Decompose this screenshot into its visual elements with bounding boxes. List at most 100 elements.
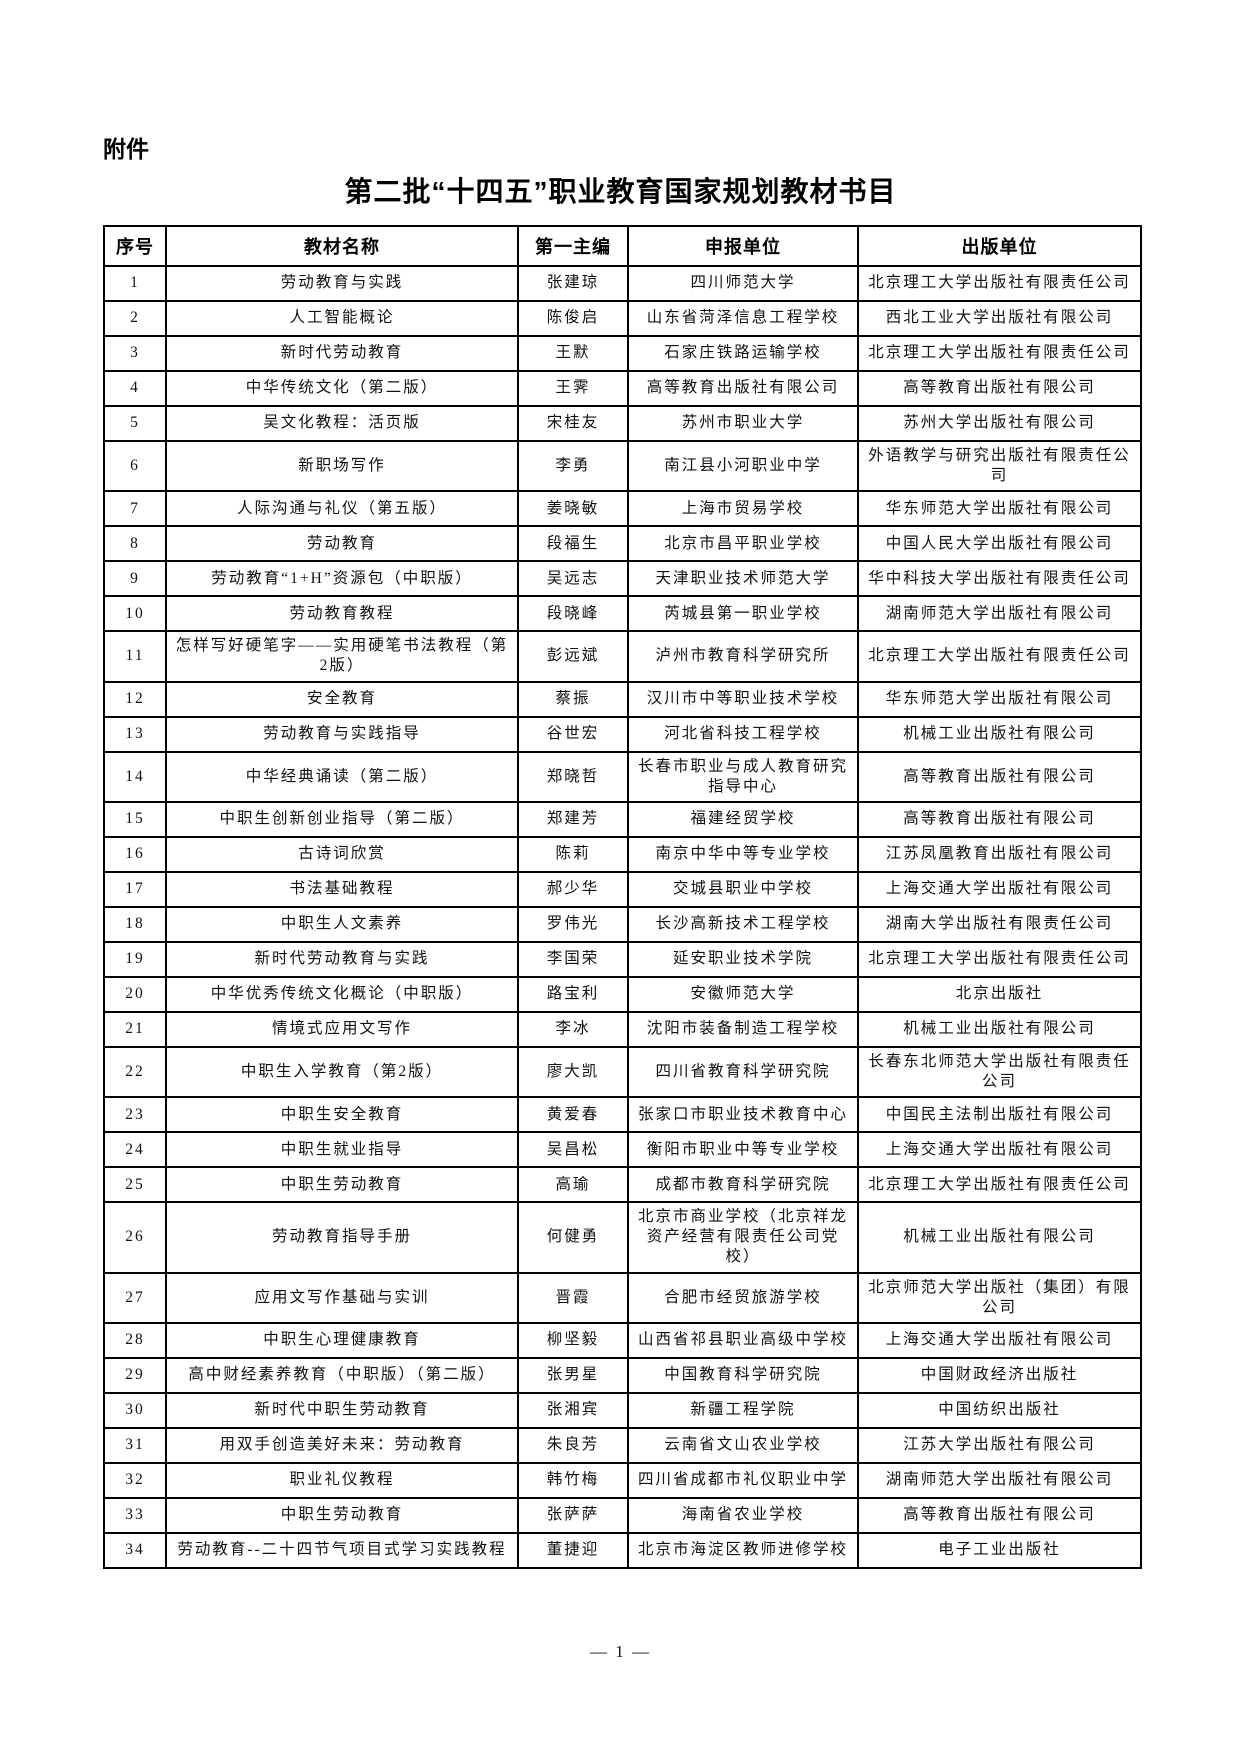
cell-no: 34: [103, 1531, 167, 1569]
cell-publisher: 机械工业出版社有限公司: [857, 1201, 1142, 1274]
cell-name: 安全教育: [165, 680, 519, 718]
cell-publisher: 上海交通大学出版社有限公司: [857, 870, 1142, 908]
cell-editor: 陈俊启: [517, 300, 629, 337]
cell-publisher: 湖南大学出版社有限责任公司: [857, 905, 1142, 943]
table-row: 28 中职生心理健康教育 柳坚毅 山西省祁县职业高级中学校 上海交通大学出版社有限公司: [103, 1321, 1142, 1359]
cell-name: 中华经典诵读（第二版）: [165, 750, 519, 803]
cell-name: 中职生心理健康教育: [165, 1321, 519, 1359]
cell-applicant: 山西省祁县职业高级中学校: [627, 1321, 859, 1359]
cell-no: 2: [103, 300, 167, 337]
cell-editor: 高瑜: [517, 1166, 629, 1204]
cell-editor: 罗伟光: [517, 905, 629, 943]
cell-publisher: 华东师范大学出版社有限公司: [857, 490, 1142, 528]
cell-editor: 吴昌松: [517, 1131, 629, 1169]
cell-publisher: 机械工业出版社有限公司: [857, 715, 1142, 753]
column-header-name: 教材名称: [165, 225, 519, 267]
cell-applicant: 衡阳市职业中等专业学校: [627, 1131, 859, 1169]
cell-publisher: 北京出版社: [857, 975, 1142, 1013]
cell-no: 30: [103, 1391, 167, 1429]
page-title: 第二批“十四五”职业教育国家规划教材书目: [344, 176, 897, 207]
cell-applicant: 泸州市教育科学研究所: [627, 630, 859, 683]
cell-editor: 朱良芳: [517, 1426, 629, 1464]
cell-editor: 宋桂友: [517, 405, 629, 442]
cell-name: 高中财经素养教育（中职版）（第二版）: [165, 1356, 519, 1394]
cell-no: 27: [103, 1271, 167, 1324]
column-header-editor: 第一主编: [517, 225, 629, 267]
cell-applicant: 长沙高新技术工程学校: [627, 905, 859, 943]
column-header-no: 序号: [103, 225, 167, 267]
attachment-label: 附件: [103, 136, 149, 162]
cell-applicant: 新疆工程学院: [627, 1391, 859, 1429]
cell-publisher: 湖南师范大学出版社有限公司: [857, 595, 1142, 633]
cell-applicant: 北京市海淀区教师进修学校: [627, 1531, 859, 1569]
cell-editor: 王默: [517, 335, 629, 372]
table-row: 29 高中财经素养教育（中职版）（第二版） 张男星 中国教育科学研究院 中国财政经济出版…: [103, 1356, 1142, 1394]
cell-name: 中职生入学教育（第2版）: [165, 1045, 519, 1099]
table-row: 19 新时代劳动教育与实践 李国荣 延安职业技术学院 北京理工大学出版社有限责任公司: [103, 940, 1142, 978]
cell-publisher: 湖南师范大学出版社有限公司: [857, 1461, 1142, 1499]
cell-no: 33: [103, 1496, 167, 1534]
table-row: 17 书法基础教程 郝少华 交城县职业中学校 上海交通大学出版社有限公司: [103, 870, 1142, 908]
cell-name: 劳动教育与实践指导: [165, 715, 519, 753]
cell-name: 中职生就业指导: [165, 1131, 519, 1169]
cell-editor: 柳坚毅: [517, 1321, 629, 1359]
cell-no: 13: [103, 715, 167, 753]
cell-editor: 郝少华: [517, 870, 629, 908]
cell-applicant: 四川省成都市礼仪职业中学: [627, 1461, 859, 1499]
cell-no: 19: [103, 940, 167, 978]
cell-publisher: 中国财政经济出版社: [857, 1356, 1142, 1394]
table-row: 2 人工智能概论 陈俊启 山东省菏泽信息工程学校 西北工业大学出版社有限公司: [103, 300, 1142, 337]
cell-editor: 李冰: [517, 1010, 629, 1048]
cell-applicant: 芮城县第一职业学校: [627, 595, 859, 633]
cell-applicant: 沈阳市装备制造工程学校: [627, 1010, 859, 1048]
cell-editor: 郑建芳: [517, 800, 629, 838]
cell-no: 24: [103, 1131, 167, 1169]
table-row: 27 应用文写作基础与实训 晋霞 合肥市经贸旅游学校 北京师范大学出版社（集团）有限公司: [103, 1271, 1142, 1324]
cell-applicant: 石家庄铁路运输学校: [627, 335, 859, 372]
cell-no: 23: [103, 1096, 167, 1134]
cell-editor: 王霁: [517, 370, 629, 407]
column-header-publisher: 出版单位: [857, 225, 1142, 267]
cell-applicant: 中国教育科学研究院: [627, 1356, 859, 1394]
cell-publisher: 上海交通大学出版社有限公司: [857, 1131, 1142, 1169]
cell-name: 劳动教育教程: [165, 595, 519, 633]
cell-applicant: 苏州市职业大学: [627, 405, 859, 442]
cell-no: 1: [103, 265, 167, 302]
table-row: 26 劳动教育指导手册 何健勇 北京市商业学校（北京祥龙资产经营有限责任公司党校） 机械…: [103, 1201, 1142, 1274]
cell-no: 32: [103, 1461, 167, 1499]
cell-applicant: 交城县职业中学校: [627, 870, 859, 908]
cell-publisher: 华中科技大学出版社有限责任公司: [857, 560, 1142, 598]
cell-editor: 廖大凯: [517, 1045, 629, 1099]
cell-name: 劳动教育--二十四节气项目式学习实践教程: [165, 1531, 519, 1569]
cell-name: 人工智能概论: [165, 300, 519, 337]
cell-applicant: 北京市昌平职业学校: [627, 525, 859, 563]
cell-name: 古诗词欣赏: [165, 835, 519, 873]
cell-publisher: 机械工业出版社有限公司: [857, 1010, 1142, 1048]
cell-applicant: 安徽师范大学: [627, 975, 859, 1013]
table-row: 5 吴文化教程：活页版 宋桂友 苏州市职业大学 苏州大学出版社有限公司: [103, 405, 1142, 442]
cell-no: 29: [103, 1356, 167, 1394]
table-row: 9 劳动教育“1+H”资源包（中职版） 吴远志 天津职业技术师范大学 华中科技大学出版社…: [103, 560, 1142, 598]
cell-no: 28: [103, 1321, 167, 1359]
table-row: 1 劳动教育与实践 张建琼 四川师范大学 北京理工大学出版社有限责任公司: [103, 265, 1142, 302]
cell-applicant: 延安职业技术学院: [627, 940, 859, 978]
cell-publisher: 高等教育出版社有限公司: [857, 370, 1142, 407]
cell-applicant: 张家口市职业技术教育中心: [627, 1096, 859, 1134]
cell-applicant: 汉川市中等职业技术学校: [627, 680, 859, 718]
cell-applicant: 海南省农业学校: [627, 1496, 859, 1534]
cell-name: 中职生劳动教育: [165, 1166, 519, 1204]
table-header-row: 序号 教材名称 第一主编 申报单位 出版单位: [103, 225, 1142, 267]
table-row: 24 中职生就业指导 吴昌松 衡阳市职业中等专业学校 上海交通大学出版社有限公司: [103, 1131, 1142, 1169]
table-row: 3 新时代劳动教育 王默 石家庄铁路运输学校 北京理工大学出版社有限责任公司: [103, 335, 1142, 372]
cell-name: 劳动教育“1+H”资源包（中职版）: [165, 560, 519, 598]
cell-applicant: 北京市商业学校（北京祥龙资产经营有限责任公司党校）: [627, 1201, 859, 1274]
cell-editor: 谷世宏: [517, 715, 629, 753]
table-row: 15 中职生创新创业指导（第二版） 郑建芳 福建经贸学校 高等教育出版社有限公司: [103, 800, 1142, 838]
table-row: 11 怎样写好硬笔字——实用硬笔书法教程（第2版） 彭远斌 泸州市教育科学研究所 北京理…: [103, 630, 1142, 683]
cell-no: 18: [103, 905, 167, 943]
cell-publisher: 江苏大学出版社有限公司: [857, 1426, 1142, 1464]
cell-publisher: 北京师范大学出版社（集团）有限公司: [857, 1271, 1142, 1324]
table-row: 34 劳动教育--二十四节气项目式学习实践教程 董捷迎 北京市海淀区教师进修学校 电子工…: [103, 1531, 1142, 1569]
cell-editor: 陈莉: [517, 835, 629, 873]
cell-editor: 张萨萨: [517, 1496, 629, 1534]
